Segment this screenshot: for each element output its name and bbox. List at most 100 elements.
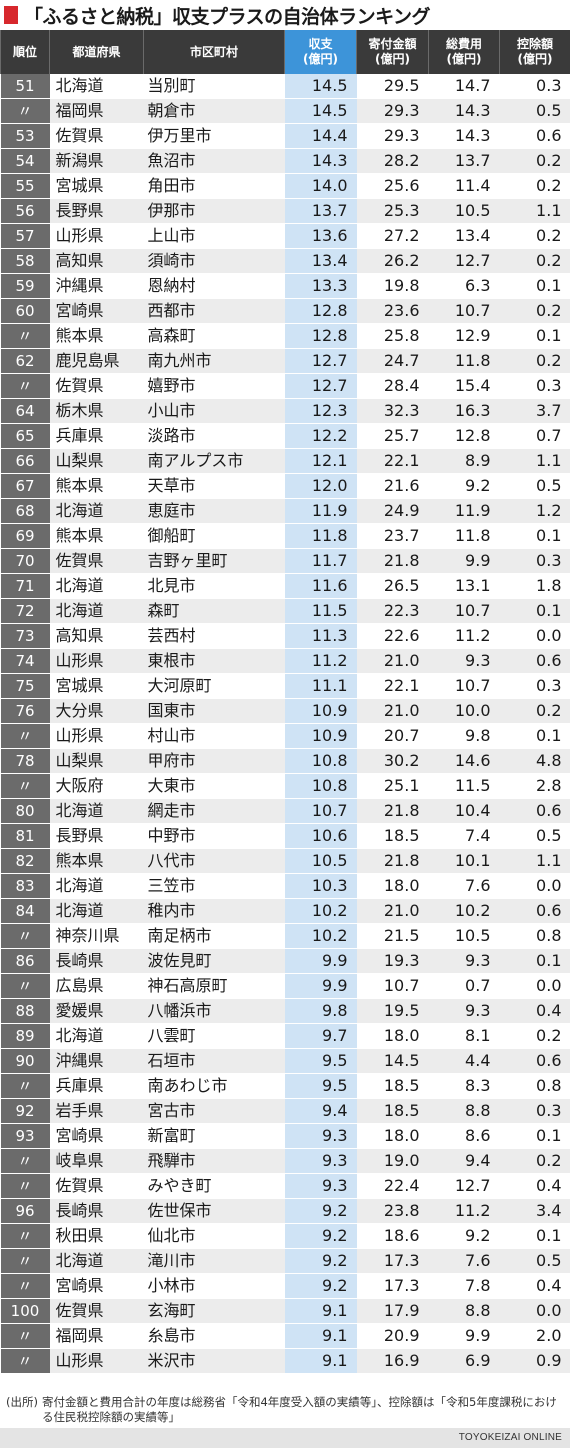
prefecture-cell: 岐阜県 — [49, 1148, 144, 1174]
header-prefecture: 都道府県 — [49, 30, 144, 74]
prefecture-cell: 沖縄県 — [49, 273, 144, 299]
costs-cell: 7.6 — [428, 873, 500, 899]
rank-cell: 96 — [0, 1198, 50, 1224]
donations-cell: 32.3 — [356, 398, 429, 424]
prefecture-cell: 福岡県 — [49, 1323, 144, 1349]
municipality-cell: 佐世保市 — [143, 1198, 285, 1224]
source-text: 寄付金額と費用合計の年度は総務省「令和4年度受入額の実績等」、控除額は「令和5年… — [41, 1395, 557, 1424]
donations-cell: 29.5 — [356, 74, 429, 99]
municipality-cell: 小林市 — [143, 1273, 285, 1299]
costs-cell: 8.6 — [428, 1123, 500, 1149]
costs-cell: 15.4 — [428, 373, 500, 399]
header-balance-label: 収支 — [308, 37, 333, 51]
prefecture-cell: 山形県 — [49, 723, 144, 749]
header-balance-unit: (億円) — [303, 52, 338, 66]
prefecture-cell: 宮城県 — [49, 173, 144, 199]
costs-cell: 8.9 — [428, 448, 500, 474]
prefecture-cell: 山梨県 — [49, 748, 144, 774]
rank-cell: 76 — [0, 698, 50, 724]
balance-cell: 12.3 — [284, 398, 357, 424]
donations-cell: 25.7 — [356, 423, 429, 449]
donations-cell: 21.5 — [356, 923, 429, 949]
costs-cell: 6.3 — [428, 273, 500, 299]
municipality-cell: 芸西村 — [143, 623, 285, 649]
donations-cell: 29.3 — [356, 123, 429, 149]
rank-cell: 55 — [0, 173, 50, 199]
donations-cell: 17.9 — [356, 1298, 429, 1324]
prefecture-cell: 山形県 — [49, 648, 144, 674]
balance-cell: 12.7 — [284, 348, 357, 374]
prefecture-cell: 宮崎県 — [49, 298, 144, 324]
table-row: 57 山形県 上山市 13.6 27.2 13.4 0.2 — [0, 223, 570, 249]
rank-cell: 73 — [0, 623, 50, 649]
donations-cell: 18.0 — [356, 1123, 429, 1149]
deduction-cell: 0.3 — [499, 1098, 570, 1124]
donations-cell: 22.3 — [356, 598, 429, 624]
costs-cell: 11.8 — [428, 523, 500, 549]
costs-cell: 10.5 — [428, 923, 500, 949]
table-row: 64 栃木県 小山市 12.3 32.3 16.3 3.7 — [0, 398, 570, 424]
rank-cell: 〃 — [0, 923, 50, 949]
costs-cell: 7.8 — [428, 1273, 500, 1299]
brand-logo-text: TOYOKEIZAI ONLINE — [458, 1432, 562, 1443]
balance-cell: 13.6 — [284, 223, 357, 249]
rank-cell: 100 — [0, 1298, 50, 1324]
header-costs-label: 総費用 — [445, 37, 482, 51]
deduction-cell: 0.2 — [499, 248, 570, 274]
prefecture-cell: 長崎県 — [49, 948, 144, 974]
costs-cell: 16.3 — [428, 398, 500, 424]
balance-cell: 10.6 — [284, 823, 357, 849]
donations-cell: 23.7 — [356, 523, 429, 549]
municipality-cell: 村山市 — [143, 723, 285, 749]
deduction-cell: 0.0 — [499, 623, 570, 649]
donations-cell: 17.3 — [356, 1248, 429, 1274]
balance-cell: 10.8 — [284, 773, 357, 799]
deduction-cell: 0.1 — [499, 723, 570, 749]
donations-cell: 21.0 — [356, 898, 429, 924]
costs-cell: 10.2 — [428, 898, 500, 924]
municipality-cell: 角田市 — [143, 173, 285, 199]
balance-cell: 9.7 — [284, 1023, 357, 1049]
table-row: 〃山形県 米沢市 9.1 16.9 6.9 0.9 — [0, 1348, 570, 1374]
donations-cell: 19.3 — [356, 948, 429, 974]
prefecture-cell: 高知県 — [49, 623, 144, 649]
table-row: 73 高知県 芸西村 11.3 22.6 11.2 0.0 — [0, 623, 570, 649]
table-row: 84 北海道 稚内市 10.2 21.0 10.2 0.6 — [0, 898, 570, 924]
balance-cell: 11.9 — [284, 498, 357, 524]
deduction-cell: 0.5 — [499, 1248, 570, 1274]
table-row: 81 長野県 中野市 10.6 18.5 7.4 0.5 — [0, 823, 570, 849]
rank-cell: 59 — [0, 273, 50, 299]
donations-cell: 22.1 — [356, 448, 429, 474]
rank-cell: 〃 — [0, 1248, 50, 1274]
balance-cell: 11.1 — [284, 673, 357, 699]
municipality-cell: 波佐見町 — [143, 948, 285, 974]
municipality-cell: 宮古市 — [143, 1098, 285, 1124]
deduction-cell: 1.8 — [499, 573, 570, 599]
rank-cell: 83 — [0, 873, 50, 899]
donations-cell: 26.2 — [356, 248, 429, 274]
deduction-cell: 0.2 — [499, 1023, 570, 1049]
balance-cell: 9.8 — [284, 998, 357, 1024]
deduction-cell: 2.8 — [499, 773, 570, 799]
deduction-cell: 0.9 — [499, 1348, 570, 1374]
balance-cell: 9.2 — [284, 1248, 357, 1274]
rank-cell: 82 — [0, 848, 50, 874]
donations-cell: 18.5 — [356, 823, 429, 849]
donations-cell: 26.5 — [356, 573, 429, 599]
prefecture-cell: 長野県 — [49, 823, 144, 849]
municipality-cell: 新富町 — [143, 1123, 285, 1149]
balance-cell: 14.5 — [284, 74, 357, 99]
municipality-cell: 三笠市 — [143, 873, 285, 899]
municipality-cell: 南九州市 — [143, 348, 285, 374]
balance-cell: 13.3 — [284, 273, 357, 299]
costs-cell: 10.1 — [428, 848, 500, 874]
donations-cell: 18.6 — [356, 1223, 429, 1249]
prefecture-cell: 山形県 — [49, 223, 144, 249]
costs-cell: 10.4 — [428, 798, 500, 824]
source-note: (出所) 寄付金額と費用合計の年度は総務省「令和4年度受入額の実績等」、控除額は… — [0, 1392, 570, 1425]
prefecture-cell: 北海道 — [49, 598, 144, 624]
costs-cell: 11.2 — [428, 1198, 500, 1224]
deduction-cell: 0.0 — [499, 1298, 570, 1324]
costs-cell: 13.1 — [428, 573, 500, 599]
municipality-cell: 須崎市 — [143, 248, 285, 274]
